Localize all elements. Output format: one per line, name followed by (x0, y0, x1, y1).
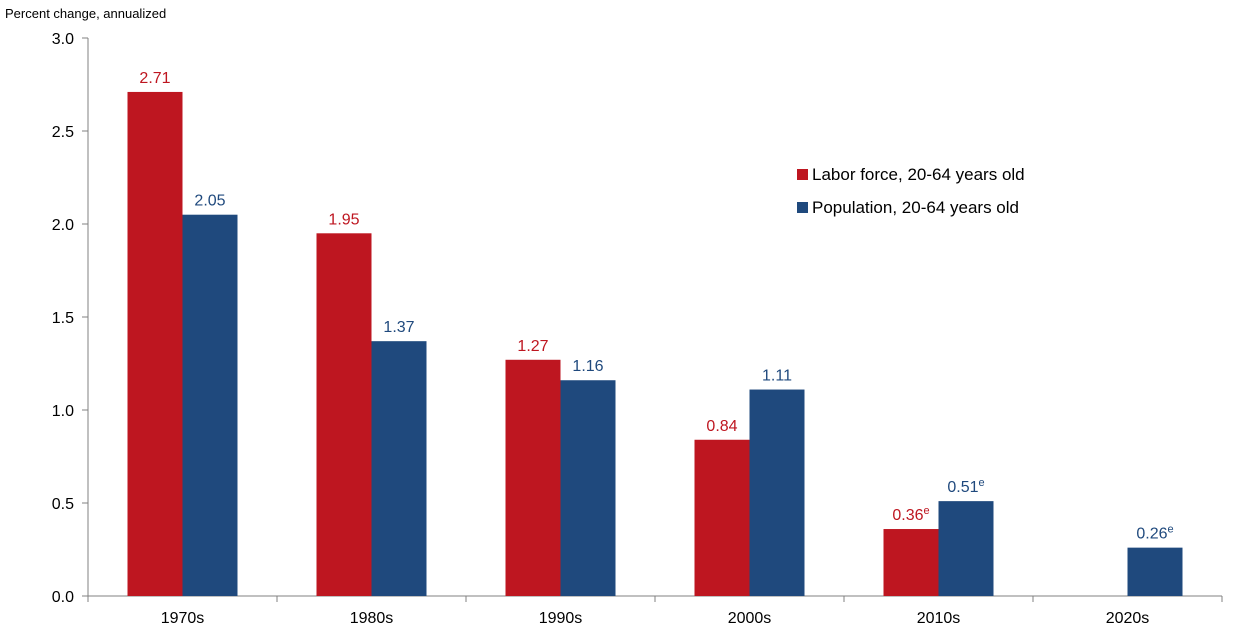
data-label: 0.36e (892, 505, 929, 524)
bar-labor-force-2010s (883, 529, 939, 596)
y-axis-title: Percent change, annualized (5, 6, 166, 21)
data-label: 1.37 (383, 319, 414, 336)
data-label: 2.71 (139, 70, 170, 87)
y-tick-label: 3.0 (52, 31, 74, 48)
y-tick-label: 0.5 (52, 496, 74, 513)
y-tick-label: 1.5 (52, 310, 74, 327)
x-tick-label: 2010s (917, 610, 961, 627)
legend-label: Population, 20-64 years old (812, 198, 1019, 217)
legend-swatch (797, 169, 808, 180)
bar-labor-force-2000s (694, 439, 750, 596)
bar-population-2000s (749, 389, 805, 596)
bar-population-1990s (560, 380, 616, 596)
x-tick-label: 1980s (350, 610, 394, 627)
bar-population-2020s (1127, 547, 1183, 596)
data-labels: 2.71 1.95 1.27 0.84 0.36e 2.05 1.37 1.16 1.11 0.5… (139, 70, 1173, 543)
data-label: 0.84 (706, 418, 737, 435)
bar-labor-force-1980s (316, 233, 372, 597)
x-tick-label: 2020s (1106, 610, 1150, 627)
bar-population-1980s (371, 341, 427, 596)
legend-label: Labor force, 20-64 years old (812, 165, 1025, 184)
axes: 0.0 0.5 1.0 1.5 2.0 2.5 3.0 1970s 1980s 1990s 2000… (52, 31, 1223, 627)
y-tick-label: 1.0 (52, 403, 74, 420)
legend-swatch (797, 202, 808, 213)
legend: Labor force, 20-64 years old Population, … (797, 165, 1025, 217)
data-label: 1.27 (517, 338, 548, 355)
data-label: 2.05 (194, 193, 225, 210)
y-tick-label: 2.0 (52, 217, 74, 234)
x-tick-label: 1990s (539, 610, 583, 627)
x-tick-label: 1970s (161, 610, 205, 627)
y-tick-label: 0.0 (52, 589, 74, 606)
bar-population-1970s (182, 214, 238, 596)
data-label: 0.51e (947, 477, 984, 496)
bar-labor-force-1990s (505, 359, 561, 596)
bar-labor-force-1970s (127, 91, 183, 596)
x-tick-label: 2000s (728, 610, 772, 627)
data-label: 1.11 (762, 368, 792, 385)
data-label: 1.16 (572, 358, 603, 375)
bars (127, 91, 1183, 597)
data-label: 0.26e (1136, 524, 1173, 543)
bar-population-2010s (938, 501, 994, 596)
y-tick-label: 2.5 (52, 124, 74, 141)
data-label: 1.95 (328, 211, 359, 228)
